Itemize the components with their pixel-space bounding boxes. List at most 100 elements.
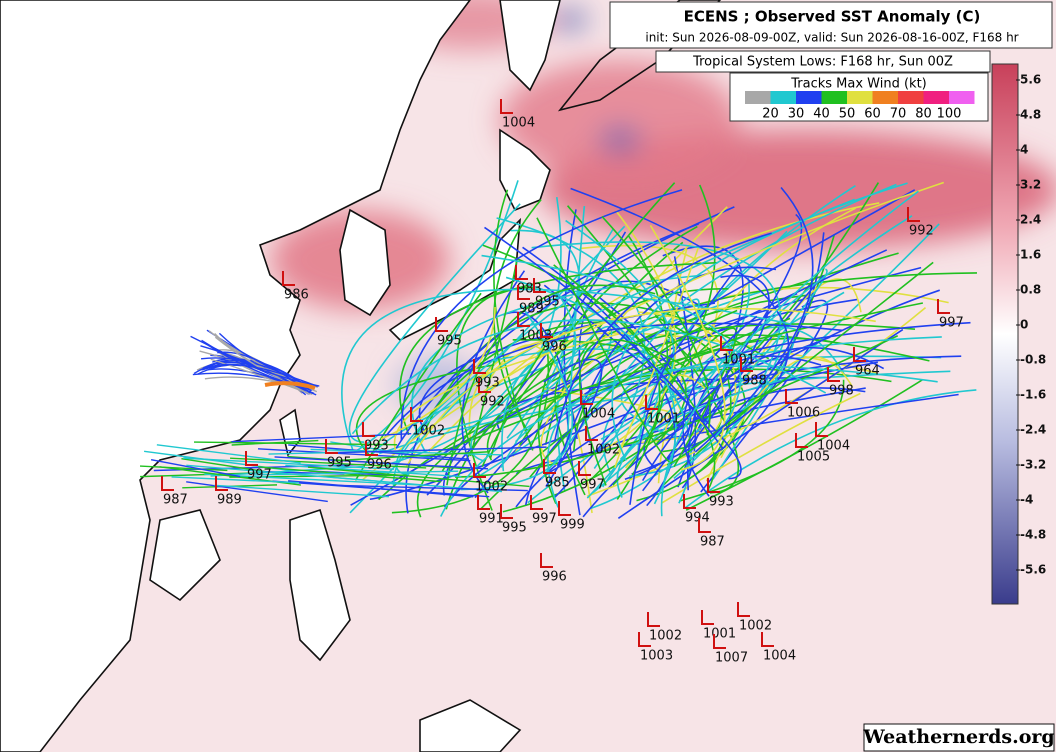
low-pressure: 992	[480, 395, 505, 410]
colorbar-label: 5.6	[1020, 73, 1041, 87]
low-pressure: 1004	[763, 649, 796, 664]
low-pressure: 1003	[640, 649, 673, 664]
low-pressure: 1004	[817, 439, 850, 454]
legend-swatch	[923, 91, 949, 104]
low-marker	[761, 632, 774, 647]
low-pressure: 985	[545, 476, 570, 491]
low-marker	[362, 422, 375, 437]
colorbar-label: -4.8	[1020, 528, 1046, 542]
track	[335, 451, 490, 462]
low-pressure: 997	[247, 468, 272, 483]
low-marker	[530, 495, 543, 510]
low-pressure: 1003	[519, 329, 552, 344]
track	[617, 328, 904, 519]
track	[258, 466, 442, 483]
low-marker	[740, 357, 753, 372]
track	[531, 241, 782, 434]
low-marker	[795, 433, 808, 448]
low-pressure: 1002	[475, 480, 508, 495]
low-marker	[698, 518, 711, 533]
low-marker	[325, 439, 338, 454]
low-pressure: 994	[685, 511, 710, 526]
low-marker	[737, 602, 750, 617]
track	[257, 448, 471, 462]
low-marker	[701, 610, 714, 625]
track	[380, 307, 496, 440]
track	[210, 465, 365, 477]
track	[658, 327, 738, 468]
title-box	[609, 1, 1053, 49]
low-pressure: 999	[560, 518, 585, 533]
legend-tick: 100	[937, 107, 962, 122]
colorbar-label: 3.2	[1020, 178, 1041, 192]
low-marker	[707, 478, 720, 493]
track	[700, 299, 829, 493]
track	[629, 348, 682, 505]
track	[204, 473, 426, 487]
track	[307, 466, 530, 488]
track	[382, 322, 843, 441]
storm-tracks	[139, 180, 977, 519]
track	[666, 261, 934, 466]
low-marker	[410, 407, 423, 422]
low-marker	[638, 632, 651, 647]
legend-tick: 70	[890, 107, 907, 122]
track	[540, 206, 728, 466]
track	[354, 292, 482, 481]
track	[661, 392, 861, 504]
track	[288, 480, 474, 498]
low-pressure: 997	[580, 478, 605, 493]
low-marker	[937, 299, 950, 314]
track	[341, 288, 792, 451]
track	[611, 182, 908, 461]
low-pressure: 1002	[739, 619, 772, 634]
track	[355, 364, 495, 457]
track	[426, 291, 577, 434]
track	[210, 358, 309, 394]
low-pressure: 987	[700, 535, 725, 550]
low-pressure: 995	[502, 521, 527, 536]
legend-tick: 20	[762, 107, 779, 122]
low-marker	[435, 317, 448, 332]
low-pressure: 1002	[587, 443, 620, 458]
colorbar-label: 4	[1020, 143, 1028, 157]
track	[481, 254, 742, 480]
low-pressure: 986	[284, 288, 309, 303]
legend-tick: 40	[813, 107, 830, 122]
legend-tick: 80	[915, 107, 932, 122]
low-marker	[540, 323, 553, 338]
legend-tick: 30	[788, 107, 805, 122]
track	[484, 226, 724, 449]
track	[547, 365, 938, 508]
colorbar-label: -1.6	[1020, 388, 1046, 402]
low-pressure: 993	[709, 495, 734, 510]
track	[588, 184, 716, 482]
track	[685, 389, 977, 509]
low-pressure: 992	[909, 224, 934, 239]
track	[682, 315, 758, 497]
colorbar-label: 0	[1020, 318, 1028, 332]
lows-label: Tropical System Lows: F168 hr, Sun 00Z	[692, 55, 953, 70]
low-marker	[540, 553, 553, 568]
track	[570, 187, 790, 438]
watermark-box	[863, 723, 1055, 752]
track	[350, 189, 916, 506]
track	[186, 464, 378, 482]
track	[649, 224, 726, 471]
track	[529, 309, 738, 478]
low-pressure: 993	[475, 376, 500, 391]
low-marker	[500, 99, 513, 114]
track	[405, 307, 876, 467]
low-marker	[500, 504, 513, 519]
low-pressure: 1005	[797, 450, 830, 465]
track	[348, 203, 521, 444]
track	[553, 264, 716, 493]
colorbar-label: 4.8	[1020, 108, 1041, 122]
low-pressure: 988	[742, 374, 767, 389]
low-marker	[827, 367, 840, 382]
track	[264, 381, 316, 390]
legend-swatch	[847, 91, 873, 104]
low-pressure: 987	[163, 493, 188, 508]
low-marker	[473, 463, 486, 478]
track	[557, 266, 777, 467]
